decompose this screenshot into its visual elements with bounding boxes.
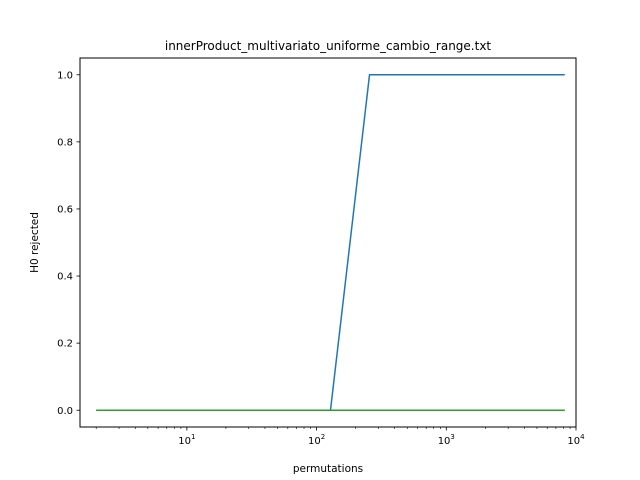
series-line-1 bbox=[96, 74, 565, 411]
plot-frame bbox=[79, 57, 577, 428]
series-layer bbox=[96, 74, 565, 411]
y-axis-ticks: 0.0 0.2 0.4 0.6 0.8 1.0 bbox=[57, 70, 80, 417]
x-tick-label: 104 bbox=[567, 433, 585, 447]
y-tick-label: 0.2 bbox=[57, 339, 73, 350]
y-axis-label: H0 rejected bbox=[29, 212, 41, 273]
x-tick-label: 103 bbox=[438, 433, 455, 447]
y-tick-label: 0.4 bbox=[57, 272, 73, 283]
x-tick-label: 102 bbox=[308, 433, 325, 447]
x-axis-ticks: 101 102 103 104 bbox=[95, 427, 585, 447]
y-tick-label: 1.0 bbox=[57, 70, 73, 81]
chart-title: innerProduct_multivariato_uniforme_cambi… bbox=[165, 39, 492, 53]
x-tick-label: 101 bbox=[178, 433, 195, 447]
y-tick-label: 0.8 bbox=[57, 137, 73, 148]
x-axis-label: permutations bbox=[293, 463, 363, 475]
y-tick-label: 0.6 bbox=[57, 205, 73, 216]
y-tick-label: 0.0 bbox=[57, 406, 73, 417]
